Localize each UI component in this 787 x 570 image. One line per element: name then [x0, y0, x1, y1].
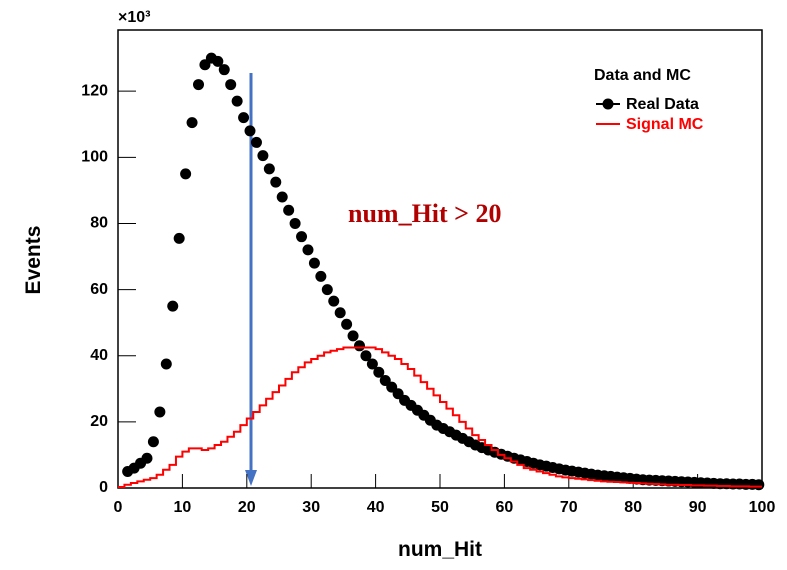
data-point: [360, 350, 372, 362]
legend-label: Signal MC: [626, 116, 704, 133]
data-point: [283, 204, 295, 216]
data-point: [341, 318, 353, 330]
legend-title: Data and MC: [594, 67, 691, 84]
y-scale-label: ×10³: [118, 9, 150, 26]
data-point: [218, 64, 230, 76]
y-tick-label: 80: [90, 215, 108, 232]
data-point: [257, 150, 269, 162]
signal-step: [118, 346, 762, 489]
data-point: [270, 176, 282, 188]
data-point: [147, 436, 159, 448]
data-point: [753, 479, 765, 491]
data-point: [321, 284, 333, 296]
data-point: [373, 366, 385, 378]
data-point: [141, 452, 153, 464]
data-point: [160, 358, 172, 370]
y-tick-label: 60: [90, 281, 108, 298]
data-point: [173, 232, 185, 244]
y-tick-label: 120: [81, 82, 108, 99]
x-tick-label: 30: [302, 499, 320, 516]
data-point: [250, 136, 262, 148]
legend-label: Real Data: [626, 96, 699, 113]
x-axis-title: num_Hit: [398, 538, 482, 561]
y-tick-label: 0: [99, 479, 108, 496]
data-point: [238, 112, 250, 124]
data-point: [347, 330, 359, 342]
x-tick-label: 0: [114, 499, 123, 516]
data-point: [302, 244, 314, 256]
data-point: [334, 307, 346, 319]
data-point: [193, 79, 204, 91]
x-tick-label: 90: [689, 499, 707, 516]
data-point: [154, 406, 166, 418]
y-tick-label: 20: [90, 413, 108, 430]
x-tick-label: 100: [749, 499, 776, 516]
data-point: [167, 300, 179, 312]
data-point: [276, 191, 288, 203]
y-tick-label: 100: [81, 149, 108, 166]
x-tick-label: 10: [174, 499, 192, 516]
data-point: [308, 257, 320, 269]
data-point: [328, 295, 340, 307]
data-point: [244, 125, 256, 137]
data-point: [289, 217, 301, 229]
data-point: [180, 168, 192, 180]
x-tick-label: 80: [624, 499, 642, 516]
y-axis-title: Events: [22, 226, 45, 295]
data-point: [354, 340, 365, 352]
x-tick-label: 50: [431, 499, 449, 516]
data-point: [315, 270, 327, 282]
x-tick-label: 20: [238, 499, 256, 516]
x-tick-label: 60: [496, 499, 514, 516]
x-tick-label: 70: [560, 499, 578, 516]
data-point: [231, 95, 243, 107]
cut-arrow-head: [245, 470, 257, 486]
data-point: [263, 163, 275, 175]
data-point: [366, 358, 378, 370]
data-point: [212, 55, 224, 67]
legend-marker: [602, 98, 614, 110]
data-point: [186, 117, 198, 129]
y-tick-label: 40: [90, 347, 108, 364]
data-point: [225, 79, 237, 91]
annotation: num_Hit > 20: [348, 199, 502, 228]
data-point: [296, 231, 308, 243]
x-tick-label: 40: [367, 499, 385, 516]
